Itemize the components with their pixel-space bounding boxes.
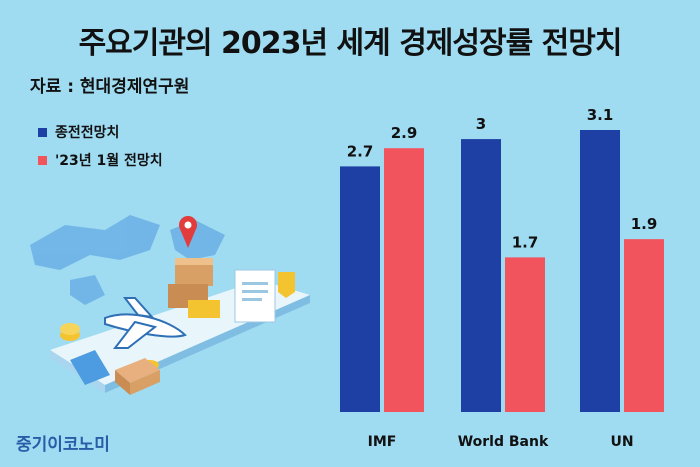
legend-item-january: '23년 1월 전망치 [38, 146, 163, 174]
bar-world-bank-series-1 [505, 257, 545, 412]
world-map-icon [30, 215, 225, 305]
package-icon [115, 358, 160, 395]
data-label-imf-series-0: 2.7 [347, 142, 374, 160]
bar-un-series-1 [624, 239, 664, 412]
x-tick-un: UN [610, 434, 633, 450]
location-pin-icon [179, 216, 197, 248]
legend-swatch-previous [38, 127, 47, 137]
data-label-imf-series-1: 2.9 [391, 124, 418, 142]
bar-world-bank-series-0 [461, 139, 501, 412]
legend-item-previous: 종전전망치 [38, 118, 163, 146]
data-label-un-series-0: 3.1 [587, 106, 614, 124]
brand-logo: 중기이코노미 [16, 435, 110, 455]
parcel-boxes-icon [168, 258, 220, 318]
source-note: 자료 : 현대경제연구원 [30, 77, 190, 97]
ticket-icon [70, 350, 110, 385]
airplane-icon [104, 297, 187, 349]
bar-imf-series-0 [340, 166, 380, 412]
logistics-illustration [30, 215, 310, 395]
data-label-un-series-1: 1.9 [631, 215, 658, 233]
x-tick-world-bank: World Bank [458, 434, 549, 450]
legend: 종전전망치 '23년 1월 전망치 [38, 118, 163, 174]
legend-swatch-january [38, 155, 47, 165]
bar-imf-series-1 [384, 148, 424, 412]
x-tick-imf: IMF [368, 434, 397, 450]
data-label-world-bank-series-1: 1.7 [512, 233, 539, 251]
bar-un-series-0 [580, 130, 620, 412]
legend-label-january: '23년 1월 전망치 [55, 153, 163, 169]
legend-label-previous: 종전전망치 [55, 125, 120, 141]
data-label-world-bank-series-0: 3 [476, 115, 486, 133]
chart-title: 주요기관의 2023년 세계 경제성장률 전망치 [78, 26, 623, 61]
document-icon [234, 269, 295, 323]
